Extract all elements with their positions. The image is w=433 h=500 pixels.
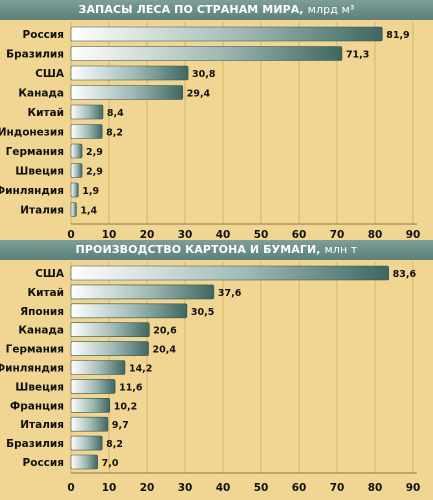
value-label: 37,6 — [218, 288, 242, 299]
category-label: Финляндия — [0, 185, 64, 197]
forest-reserves-chart: Россия 81,9 Бразилия 71,3 США 30,8 Канада 29,4 К… — [0, 22, 421, 240]
category-label: Швеция — [15, 381, 64, 393]
category-label: Финляндия — [0, 363, 64, 375]
category-label: Италия — [20, 205, 64, 217]
value-label: 14,2 — [129, 364, 152, 375]
value-label: 83,6 — [393, 269, 417, 280]
tick-label: 60 — [292, 229, 307, 240]
category-label: Франция — [10, 400, 64, 412]
tick-label: 40 — [216, 482, 231, 494]
forest-reserves-panel: ЗАПАСЫ ЛЕСА ПО СТРАНАМ МИРА, млрд м³ Рос… — [0, 0, 433, 240]
category-label: США — [35, 268, 65, 280]
category-label: Китай — [28, 107, 64, 119]
value-label: 29,4 — [187, 89, 211, 100]
category-label: Швеция — [15, 166, 64, 178]
tick-label: 80 — [368, 482, 383, 494]
bar — [70, 182, 79, 198]
bar — [70, 398, 111, 413]
category-label: Германия — [6, 146, 64, 158]
value-label: 7,0 — [102, 458, 119, 469]
category-label: Китай — [28, 287, 64, 299]
tick-label: 10 — [102, 229, 117, 240]
category-label: Россия — [23, 29, 64, 41]
bar — [70, 46, 343, 61]
value-label: 81,9 — [386, 30, 409, 41]
value-label: 11,6 — [119, 382, 143, 393]
value-label: 20,4 — [153, 345, 177, 356]
category-label: Япония — [20, 306, 64, 318]
tick-label: 70 — [330, 482, 345, 494]
value-label: 71,3 — [346, 50, 369, 61]
tick-label: 40 — [216, 229, 231, 240]
paper-production-panel: ПРОИЗВОДСТВО КАРТОНА И БУМАГИ, млн т США… — [0, 240, 433, 500]
bar — [70, 143, 83, 159]
value-label: 8,4 — [107, 108, 124, 119]
category-label: Россия — [23, 457, 64, 469]
bar — [70, 85, 184, 100]
value-label: 30,5 — [191, 307, 214, 318]
category-label: Индонезия — [0, 127, 64, 139]
category-label: США — [35, 68, 65, 80]
bar — [70, 341, 149, 356]
bar — [70, 454, 98, 470]
forest-chart-title-text: ЗАПАСЫ ЛЕСА ПО СТРАНАМ МИРА, — [78, 3, 304, 16]
bar — [70, 104, 104, 120]
bar — [70, 360, 126, 375]
bar — [70, 265, 389, 281]
category-label: Италия — [20, 419, 64, 431]
category-label: Канада — [18, 325, 64, 337]
tick-label: 20 — [140, 482, 155, 494]
category-label: Бразилия — [6, 438, 64, 450]
bar — [70, 303, 188, 319]
bar — [70, 379, 116, 394]
tick-label: 50 — [254, 229, 269, 240]
bar — [70, 26, 383, 42]
tick-label: 50 — [254, 482, 269, 494]
tick-label: 0 — [67, 229, 74, 240]
value-label: 10,2 — [114, 401, 137, 412]
tick-label: 30 — [178, 482, 193, 494]
tick-label: 70 — [330, 229, 345, 240]
tick-label: 60 — [292, 482, 307, 494]
bar — [70, 322, 150, 338]
tick-label: 30 — [178, 229, 193, 240]
bar — [70, 202, 77, 217]
category-label: Канада — [18, 88, 64, 100]
tick-label: 90 — [406, 229, 421, 240]
paper-chart-title: ПРОИЗВОДСТВО КАРТОНА И БУМАГИ, млн т — [0, 240, 433, 260]
value-label: 2,9 — [86, 167, 103, 178]
bar — [70, 435, 103, 451]
value-label: 8,2 — [106, 128, 123, 139]
value-label: 20,6 — [153, 326, 177, 337]
bar — [70, 124, 103, 139]
paper-chart-unit: млн т — [324, 243, 358, 256]
value-label: 9,7 — [112, 420, 129, 431]
value-label: 1,9 — [82, 186, 99, 197]
tick-label: 0 — [67, 482, 74, 494]
value-label: 8,2 — [106, 439, 123, 450]
paper-production-chart: США 83,6 Китай 37,6 Япония 30,5 Канада 20,6 Герм… — [0, 262, 421, 494]
forest-chart-unit: млрд м³ — [307, 3, 355, 16]
bar — [70, 284, 215, 300]
tick-label: 10 — [102, 482, 117, 494]
tick-label: 90 — [406, 482, 421, 494]
category-label: Германия — [6, 344, 64, 356]
value-label: 30,8 — [192, 69, 216, 80]
tick-label: 20 — [140, 229, 155, 240]
bar — [70, 163, 83, 178]
forest-chart-title: ЗАПАСЫ ЛЕСА ПО СТРАНАМ МИРА, млрд м³ — [0, 0, 433, 20]
category-label: Бразилия — [6, 49, 64, 61]
value-label: 2,9 — [86, 147, 103, 158]
bar — [70, 65, 189, 81]
paper-chart-title-text: ПРОИЗВОДСТВО КАРТОНА И БУМАГИ, — [75, 243, 321, 256]
bar — [70, 416, 109, 432]
value-label: 1,4 — [80, 206, 97, 217]
tick-label: 80 — [368, 229, 383, 240]
